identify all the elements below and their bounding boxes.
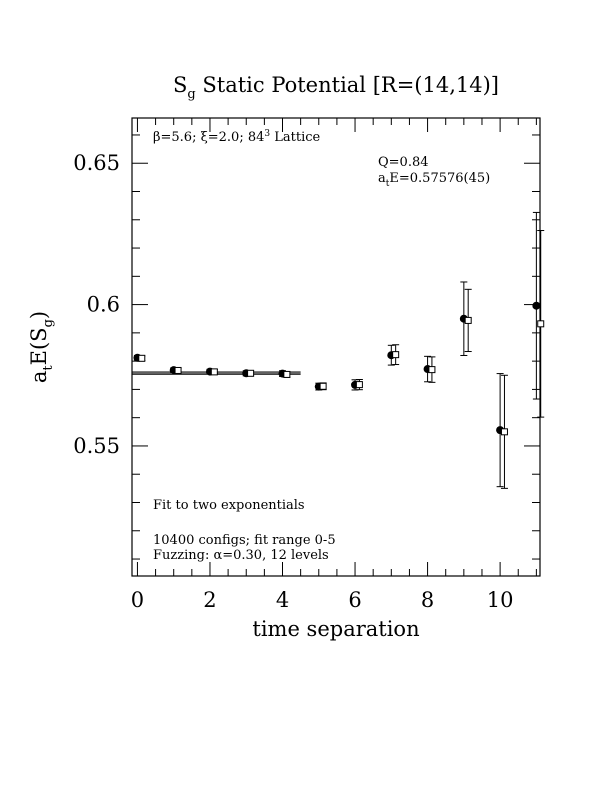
x-tick-labels: 0 2 4 6 8 10 bbox=[131, 588, 514, 612]
x-tick-label: 4 bbox=[276, 588, 289, 612]
fit-energy-annotation: atE=0.57576(45) bbox=[378, 171, 490, 189]
x-tick-label: 0 bbox=[131, 588, 144, 612]
y-axis-label: atE(Sg) bbox=[27, 311, 56, 383]
data-points bbox=[133, 211, 545, 489]
y-tick-label: 0.55 bbox=[73, 434, 120, 458]
configs-annotation: 10400 configs; fit range 0-5 bbox=[153, 533, 336, 548]
data-point-square bbox=[319, 382, 327, 390]
data-point-square bbox=[210, 368, 218, 376]
data-point-square bbox=[283, 370, 291, 378]
data-point-square bbox=[174, 366, 182, 374]
x-tick-label: 2 bbox=[203, 588, 216, 612]
x-tick-label: 8 bbox=[421, 588, 434, 612]
data-point-square bbox=[464, 316, 472, 324]
data-point-square bbox=[355, 381, 363, 389]
plot-frame bbox=[131, 117, 541, 577]
data-point-square bbox=[428, 366, 436, 374]
fuzzing-annotation: Fuzzing: α=0.30, 12 levels bbox=[153, 548, 329, 563]
fit-type-annotation: Fit to two exponentials bbox=[153, 498, 305, 513]
y-tick-label: 0.65 bbox=[73, 151, 120, 175]
y-axis-ticks bbox=[132, 134, 540, 560]
y-tick-labels: 0.55 0.6 0.65 bbox=[73, 151, 120, 458]
y-tick-label: 0.6 bbox=[87, 293, 120, 317]
x-tick-label: 10 bbox=[487, 588, 514, 612]
data-point-square bbox=[500, 428, 508, 436]
x-axis-label: time separation bbox=[252, 617, 419, 641]
data-point-square bbox=[138, 354, 146, 362]
data-point-square bbox=[247, 369, 255, 377]
data-point-square bbox=[392, 351, 400, 359]
lattice-annotation: β=5.6; ξ=2.0; 843 Lattice bbox=[153, 129, 321, 145]
x-axis-ticks bbox=[136, 118, 537, 576]
q-annotation: Q=0.84 bbox=[378, 155, 429, 170]
x-tick-label: 6 bbox=[348, 588, 361, 612]
data-point-square bbox=[537, 320, 545, 328]
data-point-circle bbox=[532, 301, 541, 310]
chart-title: Sg Static Potential [R=(14,14)] bbox=[173, 73, 499, 102]
